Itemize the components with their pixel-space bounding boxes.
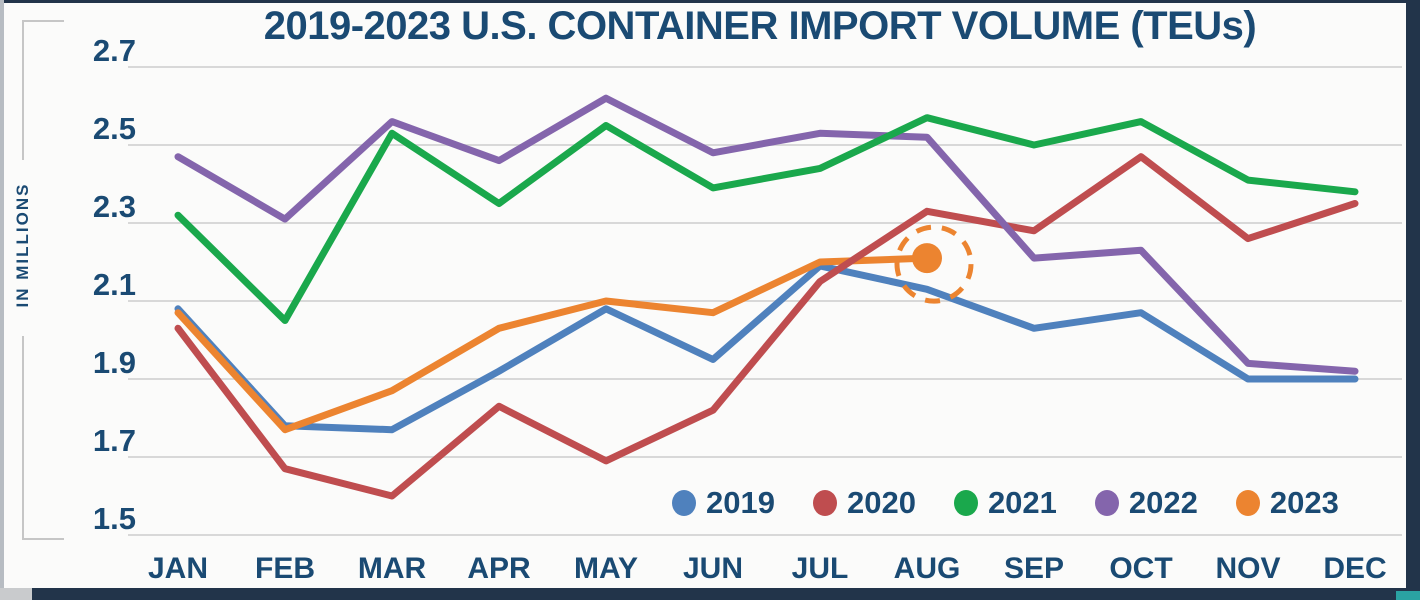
legend-dot-2022 (1094, 489, 1119, 516)
frame-edge-bottom (0, 588, 1420, 600)
x-tick-label-may: MAY (574, 552, 638, 585)
legend-dot-2021 (953, 489, 978, 516)
legend-label: 2023 (1269, 485, 1339, 520)
legend: 2019 2020 2021 2022 2023 (672, 487, 1339, 518)
y-tick-label: 1.9 (92, 345, 136, 380)
frame-edge-left (0, 0, 4, 600)
chart-title: 2019-2023 U.S. CONTAINER IMPORT VOLUME (… (263, 4, 1257, 48)
series-line-2021 (174, 114, 1359, 324)
x-tick-label-oct: OCT (1109, 552, 1173, 585)
y-tick-label: 2.1 (92, 267, 136, 302)
y-tick-label: 2.3 (92, 189, 136, 224)
legend-item-2019: 2019 (672, 487, 775, 518)
x-tick-label-aug: AUG (893, 552, 961, 585)
x-tick-label-jan: JAN (147, 552, 209, 585)
frame-edge-top (0, 0, 1420, 3)
y-tick-label: 1.5 (92, 501, 136, 536)
legend-label: 2020 (846, 485, 916, 520)
y-tick-label: 2.5 (92, 111, 136, 146)
y-axis-bracket-bottom (22, 336, 64, 540)
legend-label: 2019 (706, 485, 775, 520)
highlight-ring (894, 224, 974, 304)
legend-label: 2021 (987, 485, 1057, 520)
x-tick-label-mar: MAR (357, 552, 427, 585)
legend-item-2023: 2023 (1235, 485, 1339, 520)
highlight-dot (912, 243, 942, 274)
frame-edge-bottom-gray (0, 588, 32, 600)
y-tick-label: 2.7 (92, 33, 136, 68)
x-tick-label-feb: FEB (255, 552, 315, 585)
series-line-2022 (174, 94, 1359, 375)
legend-dot-2020 (812, 489, 837, 516)
series-line-2023 (174, 254, 931, 434)
series-line-2020 (174, 153, 1359, 500)
y-axis-title: IN MILLIONS (13, 182, 32, 308)
x-tick-label-dec: DEC (1323, 552, 1387, 585)
x-tick-label-jul: JUL (791, 552, 849, 585)
legend-item-2022: 2022 (1094, 485, 1198, 520)
legend-dot-2019 (672, 489, 696, 516)
y-tick-label: 1.7 (92, 423, 136, 458)
legend-dot-2023 (1235, 489, 1260, 516)
legend-item-2020: 2020 (812, 485, 916, 520)
x-tick-label-jun: JUN (682, 552, 744, 585)
frame-edge-right (1406, 0, 1420, 600)
x-tick-label-sep: SEP (1003, 552, 1065, 585)
series-line-2019 (174, 262, 1359, 434)
x-tick-label-apr: APR (467, 552, 531, 585)
teal-corner-accent (1396, 591, 1420, 600)
x-tick-label-nov: NOV (1215, 552, 1281, 585)
y-axis-bracket-top (22, 20, 64, 160)
legend-item-2021: 2021 (953, 485, 1057, 520)
legend-label: 2022 (1128, 485, 1198, 520)
